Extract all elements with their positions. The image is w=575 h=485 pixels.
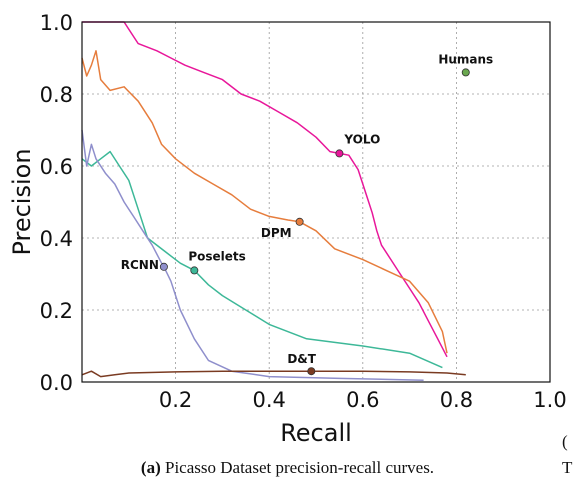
y-tick-label-0: 0.0 — [40, 371, 73, 395]
y-tick-label-3: 0.6 — [40, 155, 73, 179]
y-tick-label-2: 0.4 — [40, 227, 73, 251]
x-axis-label: Recall — [280, 419, 352, 447]
figure-caption: (a) Picasso Dataset precision-recall cur… — [0, 458, 575, 478]
series-marker-d-t — [307, 367, 316, 376]
series-marker-dpm — [295, 217, 304, 226]
edge-fragment-t: T — [562, 458, 573, 477]
tick-labels: 0.2 0.4 0.6 0.8 1.0 0.0 0.2 0.4 0.6 0.8 1.0 — [40, 11, 567, 412]
series-marker-humans — [461, 68, 470, 77]
x-tick-label-1: 0.4 — [252, 388, 285, 412]
series-label-humans: Humans — [438, 52, 493, 66]
grid-lines — [82, 22, 550, 382]
series-line-rcnn — [81, 129, 424, 381]
series-label-d-t: D&T — [287, 352, 316, 366]
precision-recall-chart: 0.2 0.4 0.6 0.8 1.0 0.0 0.2 0.4 0.6 0.8 1.0 YOLO DP… — [8, 11, 567, 447]
series-marker-rcnn — [159, 262, 168, 271]
series-line-d-t — [81, 370, 466, 378]
plot-area — [82, 22, 550, 382]
plot-frame — [81, 21, 551, 383]
series-annotations: YOLO DPM Poselets RCNN D&T Humans — [121, 52, 493, 376]
y-tick-label-5: 1.0 — [40, 11, 73, 35]
x-tick-label-2: 0.6 — [346, 388, 379, 412]
series-line-dpm — [81, 50, 448, 354]
y-tick-label-4: 0.8 — [40, 83, 73, 107]
x-tick-label-3: 0.8 — [440, 388, 473, 412]
x-tick-label-0: 0.2 — [159, 388, 192, 412]
caption-text: Picasso Dataset precision-recall curves. — [160, 458, 435, 477]
caption-label: (a) — [140, 458, 161, 477]
series-label-yolo: YOLO — [343, 132, 380, 146]
y-tick-label-1: 0.2 — [40, 299, 73, 323]
edge-fragment-paren: ( — [562, 432, 568, 451]
x-tick-label-4: 1.0 — [533, 388, 566, 412]
series-marker-yolo — [335, 149, 344, 158]
series-label-rcnn: RCNN — [121, 258, 159, 272]
series-marker-poselets — [190, 266, 199, 275]
y-axis-label: Precision — [8, 148, 36, 255]
series-label-poselets: Poselets — [188, 249, 245, 263]
series-label-dpm: DPM — [261, 226, 292, 240]
series-line-poselets — [81, 150, 443, 369]
